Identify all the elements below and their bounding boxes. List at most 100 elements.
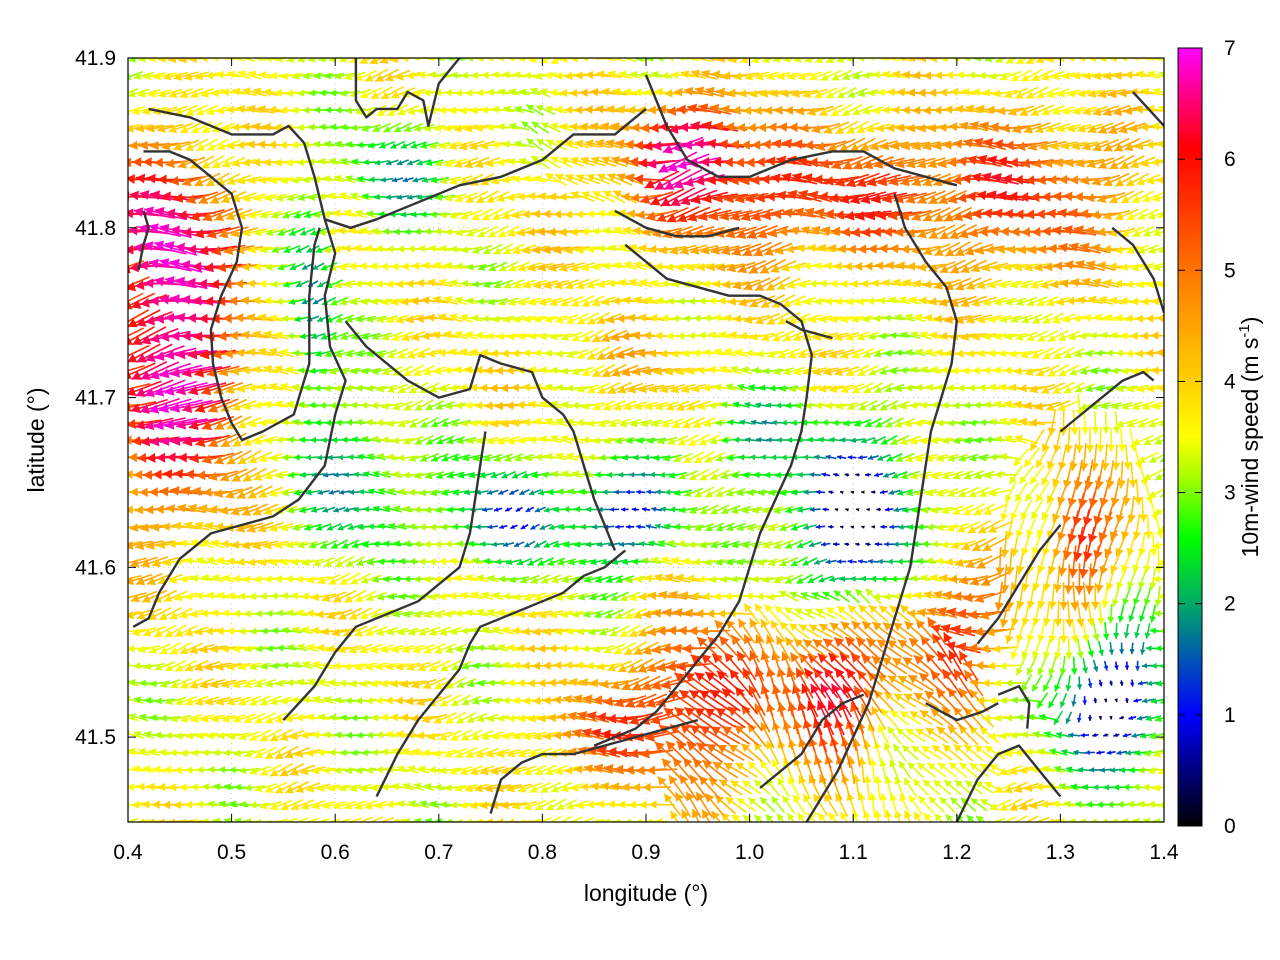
wind-vector-head bbox=[270, 768, 279, 777]
wind-vector-head bbox=[570, 644, 578, 653]
wind-vector-shaft bbox=[347, 817, 362, 822]
wind-vector bbox=[295, 782, 321, 794]
wind-vector-head bbox=[416, 731, 425, 740]
wind-vector-head bbox=[583, 764, 593, 774]
wind-vector-head bbox=[586, 661, 594, 670]
wind-vector-head bbox=[507, 678, 515, 687]
wind-vector bbox=[259, 801, 282, 810]
wind-vector-head bbox=[136, 782, 145, 791]
wind-vector bbox=[279, 763, 305, 777]
wind-vector bbox=[808, 624, 833, 638]
wind-vector bbox=[777, 702, 788, 734]
wind-vector-head bbox=[311, 801, 320, 810]
wind-vector-head bbox=[228, 766, 236, 774]
wind-vector-shaft bbox=[294, 817, 309, 822]
wind-vector-head bbox=[149, 714, 157, 722]
wind-vector-head bbox=[1068, 568, 1079, 578]
wind-vector bbox=[812, 793, 829, 816]
wind-vector-head bbox=[1144, 632, 1151, 639]
wind-vector-head bbox=[617, 800, 626, 809]
wind-vector-head bbox=[684, 608, 693, 618]
wind-vector-head bbox=[1152, 783, 1161, 792]
wind-vector-head bbox=[133, 662, 141, 670]
wind-vector-head bbox=[472, 662, 479, 670]
wind-vector-head bbox=[981, 678, 990, 688]
wind-vector bbox=[1102, 622, 1110, 640]
wind-vector-head bbox=[762, 575, 770, 584]
wind-vector bbox=[234, 817, 248, 822]
wind-vector-head bbox=[395, 696, 403, 705]
wind-vector bbox=[685, 791, 702, 818]
wind-vector bbox=[1086, 639, 1095, 658]
wind-vector bbox=[1042, 637, 1052, 660]
wind-vector-head bbox=[117, 679, 124, 686]
wind-vector-head bbox=[776, 813, 784, 822]
wind-vector-head bbox=[227, 627, 235, 636]
wind-vector-head bbox=[1124, 665, 1130, 670]
wind-vector-head bbox=[994, 714, 1002, 723]
wind-vector bbox=[1128, 715, 1137, 720]
wind-vector bbox=[832, 542, 840, 547]
wind-vector bbox=[994, 781, 1017, 794]
wind-vector-head bbox=[681, 809, 690, 819]
wind-vector-head bbox=[212, 748, 220, 757]
wind-vector-head bbox=[418, 765, 426, 773]
wind-vector-head bbox=[320, 819, 325, 822]
wind-vector-head bbox=[527, 679, 536, 688]
wind-vector-head bbox=[260, 627, 268, 635]
wind-vector-head bbox=[994, 785, 1003, 793]
wind-vector bbox=[674, 792, 692, 818]
wind-vector-head bbox=[449, 767, 458, 775]
wind-vector bbox=[725, 796, 747, 813]
wind-vector bbox=[1106, 750, 1116, 755]
wind-vector-head bbox=[559, 644, 567, 653]
wind-vector bbox=[813, 558, 828, 565]
wind-vector bbox=[180, 818, 205, 822]
wind-vector-head bbox=[706, 609, 715, 619]
wind-vector-head bbox=[249, 767, 258, 775]
wind-vector-head bbox=[787, 813, 795, 821]
wind-vector bbox=[695, 791, 713, 818]
wind-vector bbox=[867, 558, 879, 565]
wind-vector-head bbox=[275, 575, 283, 583]
wind-vector bbox=[908, 794, 923, 815]
wind-vector bbox=[903, 693, 928, 708]
wind-vector-head bbox=[897, 639, 908, 649]
wind-vector-head bbox=[184, 592, 193, 601]
wind-vector-head bbox=[999, 803, 1009, 811]
wind-vector-head bbox=[890, 575, 897, 583]
wind-vector bbox=[771, 684, 783, 717]
wind-vector-shaft bbox=[559, 815, 572, 822]
wind-vector bbox=[550, 781, 572, 793]
wind-vector bbox=[373, 817, 394, 822]
wind-vector-head bbox=[474, 784, 484, 793]
wind-vector-head bbox=[343, 802, 352, 810]
wind-vector bbox=[254, 783, 277, 793]
wind-vector-head bbox=[908, 794, 917, 803]
wind-vector-head bbox=[980, 799, 988, 806]
wind-vector bbox=[753, 814, 764, 822]
wind-vector-head bbox=[407, 765, 416, 773]
wind-vector-head bbox=[645, 818, 653, 822]
wind-vector bbox=[915, 728, 938, 743]
wind-vector-shaft bbox=[128, 785, 140, 789]
wind-vector-head bbox=[725, 797, 735, 805]
wind-vector-shaft bbox=[325, 818, 341, 822]
wind-vector bbox=[1139, 641, 1146, 655]
wind-vector-head bbox=[959, 651, 969, 662]
wind-vector-head bbox=[1029, 801, 1038, 810]
wind-vector bbox=[290, 799, 315, 811]
wind-vector bbox=[1147, 800, 1164, 809]
wind-vector-head bbox=[128, 695, 131, 704]
wind-vector-head bbox=[944, 780, 952, 788]
wind-vector bbox=[681, 809, 690, 822]
wind-vector-head bbox=[386, 800, 394, 809]
wind-vector-head bbox=[333, 766, 342, 775]
wind-vector bbox=[320, 818, 341, 822]
wind-vector-head bbox=[424, 782, 432, 791]
wind-vector-head bbox=[771, 796, 779, 804]
wind-vector-head bbox=[360, 784, 368, 792]
wind-vector-head bbox=[989, 802, 998, 811]
wind-vector bbox=[820, 541, 831, 547]
wind-vector-head bbox=[1145, 645, 1152, 652]
